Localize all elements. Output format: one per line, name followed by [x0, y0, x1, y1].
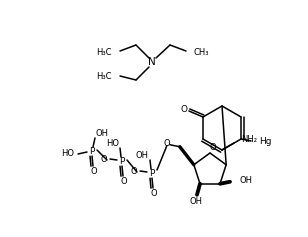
- Text: O: O: [130, 168, 137, 177]
- Text: P: P: [149, 169, 155, 178]
- Text: H₃C: H₃C: [96, 47, 112, 56]
- Text: OH: OH: [189, 197, 202, 206]
- Text: H₃C: H₃C: [96, 72, 112, 81]
- Text: O: O: [210, 142, 216, 151]
- Text: OH: OH: [136, 151, 149, 160]
- Text: P: P: [119, 158, 125, 167]
- Text: O: O: [100, 155, 107, 164]
- Text: N: N: [148, 57, 156, 67]
- Text: O: O: [164, 139, 170, 148]
- Text: OH: OH: [96, 129, 109, 138]
- Text: O: O: [91, 167, 97, 176]
- Text: O: O: [151, 188, 157, 197]
- Text: O: O: [180, 105, 188, 114]
- Text: CH₃: CH₃: [194, 47, 209, 56]
- Text: NH₂: NH₂: [241, 135, 257, 143]
- Text: OH: OH: [240, 176, 253, 185]
- Text: HO: HO: [106, 140, 119, 149]
- Text: HO: HO: [61, 150, 74, 159]
- Text: P: P: [89, 147, 95, 156]
- Text: O: O: [121, 177, 127, 186]
- Text: Hg: Hg: [259, 137, 272, 146]
